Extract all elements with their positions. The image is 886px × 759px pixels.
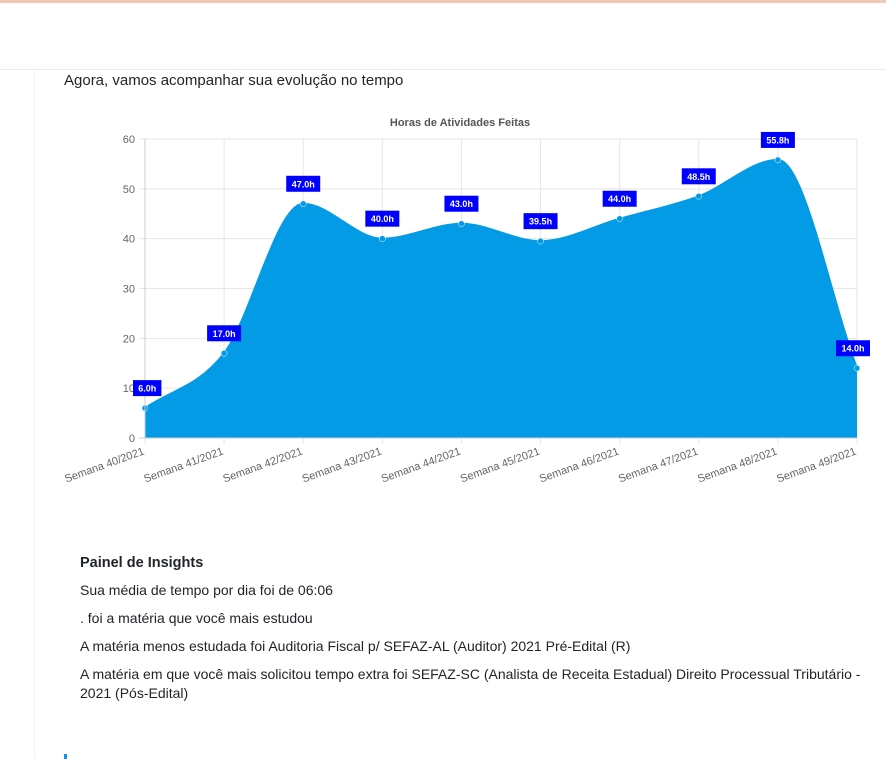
y-tick-label: 20: [123, 333, 135, 345]
data-point: [537, 237, 544, 245]
y-tick-label: 30: [123, 284, 135, 296]
top-accent-strip: [0, 0, 886, 3]
data-label-box: [365, 210, 400, 227]
area-fill: [145, 159, 857, 438]
top-bar: [0, 3, 886, 70]
x-tick-label: Semana 40/2021: [63, 446, 146, 486]
data-label-box: [836, 340, 870, 357]
data-label: 55.8h: [760, 131, 795, 148]
y-tick-label: 50: [123, 184, 135, 196]
data-label-box: [444, 195, 479, 212]
data-point: [220, 350, 228, 357]
chart-data-labels: 6.0h 17.0h 47.0h 40.0h 43.0h 39.5h 44.0h 48.5h 5…: [133, 131, 870, 397]
data-label-box: [602, 190, 637, 207]
insights-title: Painel de Insights: [80, 555, 204, 571]
data-label-box: [681, 168, 716, 185]
data-point: [299, 200, 307, 208]
data-label-text: 17.0h: [213, 329, 236, 339]
data-label: 43.0h: [444, 195, 479, 212]
x-tick-label: Semana 44/2021: [380, 446, 463, 486]
y-tick-label: 0: [129, 433, 135, 445]
data-label-box: [760, 131, 795, 148]
chart-title: Horas de Atividades Feitas: [390, 117, 530, 129]
x-tick-label: Semana 42/2021: [221, 446, 304, 486]
insight-line: . foi a matéria que você mais estudou: [80, 610, 313, 626]
data-label: 47.0h: [286, 175, 321, 192]
section-heading: Agora, vamos acompanhar sua evolução no …: [64, 72, 404, 89]
data-label-text: 6.0h: [138, 384, 156, 394]
insights-panel: Painel de Insights Sua média de tempo po…: [80, 555, 870, 712]
data-label: 14.0h: [836, 340, 870, 357]
insight-line: Sua média de tempo por dia foi de 06:06: [80, 582, 333, 598]
data-point: [458, 220, 465, 227]
data-label: 39.5h: [523, 213, 558, 230]
data-point: [616, 215, 623, 222]
y-tick-label: 60: [123, 134, 135, 146]
area-line: [144, 158, 858, 409]
chart-area-series: [141, 156, 861, 438]
insight-line: A matéria em que você mais solicitou tem…: [80, 666, 861, 701]
data-label-box: [133, 380, 162, 397]
x-tick-label: Semana 45/2021: [459, 446, 542, 486]
data-point: [853, 364, 861, 372]
hours-area-chart: Horas de Atividades Feitas 0 10 20 30 40 50 60…: [63, 117, 870, 486]
data-label: 44.0h: [602, 190, 637, 207]
bottom-marker: [64, 754, 67, 759]
data-label-box: [207, 325, 242, 342]
data-label: 48.5h: [681, 168, 716, 185]
data-label-text: 44.0h: [608, 194, 631, 204]
data-label-text: 47.0h: [292, 179, 315, 189]
data-label-text: 14.0h: [841, 344, 864, 354]
data-label-text: 39.5h: [529, 217, 552, 227]
y-tick-label: 40: [123, 234, 135, 246]
data-label-text: 55.8h: [766, 135, 789, 145]
insight-line: A matéria menos estudada foi Auditoria F…: [80, 638, 631, 654]
data-point: [379, 235, 386, 242]
data-point: [695, 193, 703, 200]
x-tick-label: Semana 43/2021: [301, 446, 384, 486]
data-point: [774, 156, 782, 164]
data-label-text: 40.0h: [371, 214, 394, 224]
data-label-text: 48.5h: [687, 172, 710, 182]
x-tick-label: Semana 46/2021: [538, 446, 621, 486]
x-tick-label: Semana 47/2021: [617, 446, 700, 486]
y-tick-label: 10: [123, 383, 135, 395]
data-label: 17.0h: [207, 325, 242, 342]
data-label: 6.0h: [133, 380, 162, 397]
x-tick-label: Semana 49/2021: [775, 446, 858, 486]
data-label: 40.0h: [365, 210, 400, 227]
data-label-text: 43.0h: [450, 199, 473, 209]
x-tick-label: Semana 41/2021: [142, 446, 225, 486]
data-label-box: [523, 213, 558, 230]
data-label-box: [286, 175, 321, 192]
left-divider: [34, 70, 35, 759]
x-tick-label: Semana 48/2021: [696, 446, 779, 486]
